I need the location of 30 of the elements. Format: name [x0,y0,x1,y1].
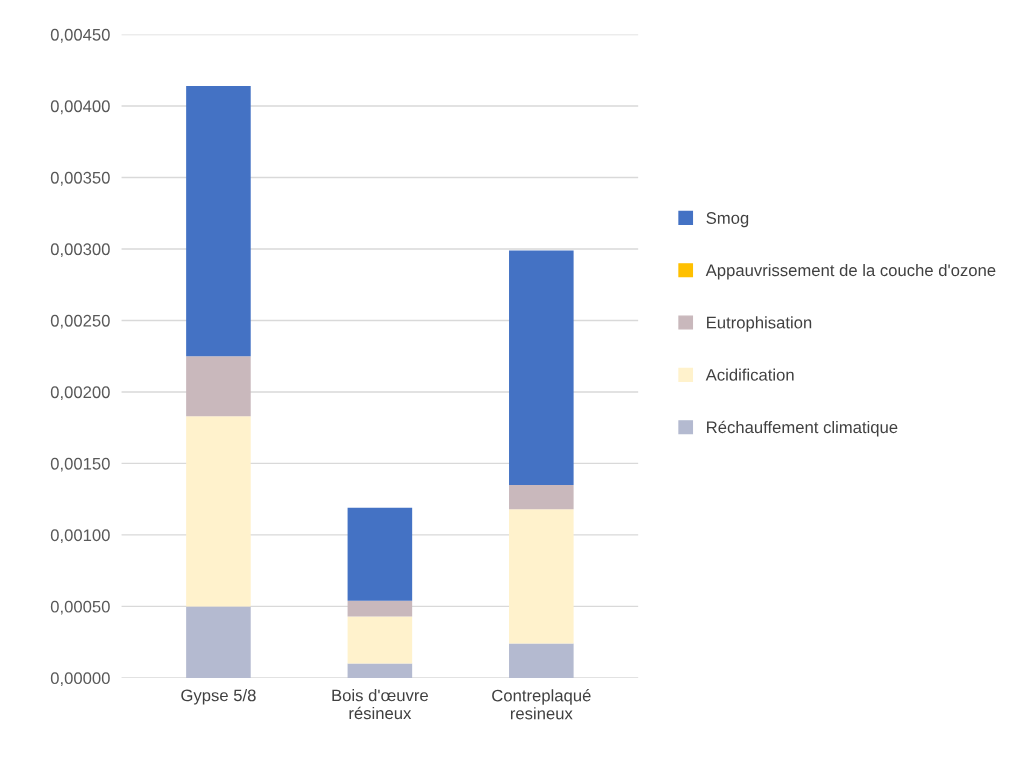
bar [347,600,413,617]
bar [509,250,574,485]
y-tick-label: 0,00050 [50,600,110,615]
legend-label: Acidification [705,368,794,381]
bar [186,356,251,417]
y-tick-label: 0,00150 [50,457,110,472]
legend-label: Appauvrissement de la couche d'ozone [705,263,996,280]
x-tick-label: Gypse 5/8 [181,689,256,705]
legend-label: Eutrophisation [707,316,812,332]
y-tick-label: 0,00400 [50,100,110,115]
y-tick-label: 0,00250 [50,314,110,329]
y-tick-label: 0,00300 [50,243,110,258]
bar [509,643,574,678]
bar [347,507,413,601]
y-tick-label: 0,00100 [50,529,110,544]
y-tick-label: 0,00450 [50,28,110,43]
legend-label: Réchauffement climatique [707,420,898,437]
legend-label: Smog [706,212,749,228]
bar [186,85,251,357]
x-tick-label: Bois d'œuvre résineux [332,689,428,720]
y-tick-label: 0,00000 [50,672,110,687]
y-tick-label: 0,00350 [50,171,110,186]
bar [509,484,574,510]
bar [347,616,413,664]
bar [347,663,413,678]
x-tick-label: Contreplaqué resineux [492,689,591,720]
y-tick-label: 0,00200 [50,386,110,401]
bar [186,416,251,607]
bar [186,606,251,678]
bar [509,509,574,644]
